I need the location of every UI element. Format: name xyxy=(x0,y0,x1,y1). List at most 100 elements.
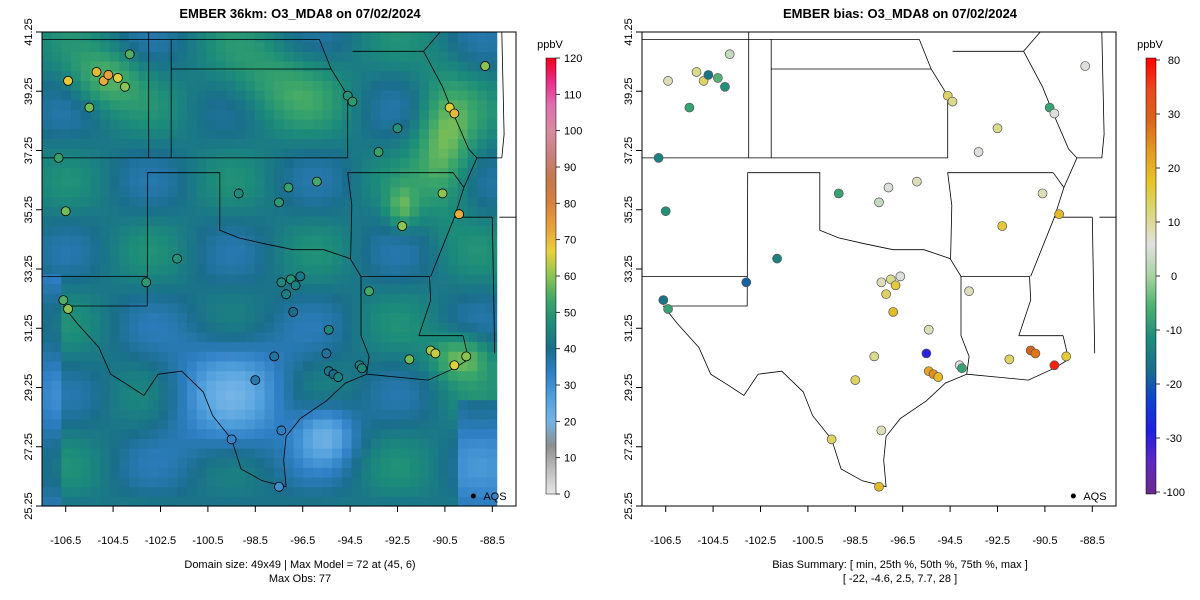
model-grid-cell xyxy=(428,41,440,52)
model-grid-cell xyxy=(283,61,295,72)
model-grid-cell xyxy=(51,254,62,265)
model-grid-cell xyxy=(341,119,353,130)
model-grid-cell xyxy=(90,438,101,449)
model-grid-cell xyxy=(216,215,227,227)
model-colorbar-tick-label: 30 xyxy=(564,380,576,392)
model-grid-cell xyxy=(90,119,101,130)
model-grid-cell xyxy=(303,496,314,507)
model-grid-cell xyxy=(332,486,343,497)
model-grid-cell xyxy=(264,157,275,169)
model-grid-cell xyxy=(477,293,488,304)
model-grid-cell xyxy=(167,351,179,362)
model-grid-cell xyxy=(216,186,227,198)
model-grid-cell xyxy=(206,409,217,420)
model-grid-cell xyxy=(158,476,169,488)
model-grid-cell xyxy=(457,370,469,381)
model-grid-cell xyxy=(477,418,488,430)
model-grid-cell xyxy=(419,225,430,236)
model-grid-cell xyxy=(61,486,72,497)
model-grid-cell xyxy=(206,351,217,362)
model-grid-cell xyxy=(457,99,469,110)
model-grid-cell xyxy=(486,32,498,43)
model-grid-cell xyxy=(187,486,198,497)
model-grid-cell xyxy=(390,109,401,120)
model-grid-cell xyxy=(283,90,295,101)
model-x-tick-label: -92.5 xyxy=(385,535,410,547)
model-grid-cell xyxy=(235,370,246,381)
bias-station-marker xyxy=(1037,188,1048,199)
model-grid-cell xyxy=(245,293,256,304)
model-grid-cell xyxy=(90,264,101,275)
model-grid-cell xyxy=(303,360,314,372)
model-grid-cell xyxy=(216,264,227,275)
model-grid-cell xyxy=(129,341,140,352)
model-grid-cell xyxy=(71,244,82,256)
model-grid-cell xyxy=(438,428,449,439)
model-grid-cell xyxy=(51,206,62,217)
model-grid-cell xyxy=(283,196,295,207)
model-grid-cell xyxy=(51,331,62,343)
model-grid-cell xyxy=(341,389,353,401)
bias-station-marker xyxy=(874,197,884,208)
model-grid-cell xyxy=(293,235,304,246)
model-grid-cell xyxy=(90,235,101,246)
model-grid-cell xyxy=(71,215,82,227)
model-grid-cell xyxy=(486,322,498,333)
model-grid-cell xyxy=(312,235,324,246)
model-grid-cell xyxy=(370,244,382,256)
model-grid-cell xyxy=(370,351,382,362)
model-grid-cell xyxy=(409,457,420,468)
model-x-tick-label: -90.5 xyxy=(432,535,457,547)
bias-state-border xyxy=(1091,217,1096,354)
model-grid-cell xyxy=(399,70,411,81)
model-grid-cell xyxy=(216,457,227,468)
model-x-tick-label: -104.5 xyxy=(97,535,128,547)
model-grid-cell xyxy=(80,428,91,439)
model-grid-cell xyxy=(390,235,401,246)
model-grid-cell xyxy=(109,244,120,256)
model-grid-cell xyxy=(332,496,343,507)
model-grid-cell xyxy=(409,360,420,372)
model-grid-cell xyxy=(428,32,440,43)
model-grid-cell xyxy=(100,496,111,507)
model-grid-cell xyxy=(216,99,227,110)
model-grid-cell xyxy=(467,351,478,362)
model-grid-cell xyxy=(51,476,62,488)
model-grid-cell xyxy=(90,399,101,410)
model-grid-cell xyxy=(51,418,62,430)
model-grid-cell xyxy=(71,447,82,459)
bias-colorbar xyxy=(1145,57,1157,495)
model-grid-cell xyxy=(380,331,391,343)
model-grid-cell xyxy=(303,196,314,207)
bias-x-tick-label: -102.5 xyxy=(745,535,776,547)
model-grid-cell xyxy=(167,51,179,62)
model-grid-cell xyxy=(254,447,266,459)
model-grid-cell xyxy=(148,273,159,285)
model-grid-cell xyxy=(351,351,362,362)
model-grid-cell xyxy=(438,409,449,420)
model-grid-cell xyxy=(235,399,246,410)
model-grid-cell xyxy=(42,196,53,207)
model-grid-cell xyxy=(158,235,169,246)
model-grid-cell xyxy=(109,138,120,149)
model-grid-cell xyxy=(370,447,382,459)
bias-station-marker xyxy=(658,295,669,305)
bias-station-marker xyxy=(957,363,967,374)
model-grid-cell xyxy=(71,70,82,81)
model-grid-cell xyxy=(235,148,246,159)
model-grid-cell xyxy=(486,496,498,507)
model-grid-cell xyxy=(477,167,488,178)
model-grid-cell xyxy=(216,370,227,381)
model-grid-cell xyxy=(283,457,295,468)
bias-x-tick-label: -88.5 xyxy=(1080,535,1105,547)
model-grid-cell xyxy=(283,51,295,62)
model-grid-cell xyxy=(457,148,469,159)
model-grid-cell xyxy=(264,273,275,285)
model-grid-cell xyxy=(332,438,343,449)
model-grid-cell xyxy=(196,447,208,459)
model-grid-cell xyxy=(109,351,120,362)
model-grid-cell xyxy=(216,486,227,497)
model-grid-cell xyxy=(274,32,285,43)
model-grid-cell xyxy=(264,360,275,372)
model-grid-cell xyxy=(119,157,130,169)
